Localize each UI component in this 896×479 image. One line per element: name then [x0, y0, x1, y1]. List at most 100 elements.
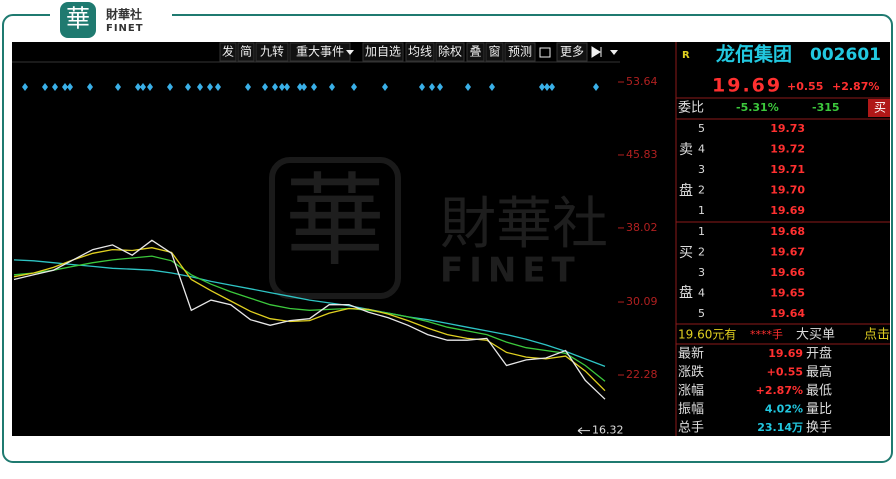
last-price: 19.69 [712, 75, 782, 97]
event-marker[interactable] [245, 83, 251, 91]
logo-en: FINET [106, 23, 144, 34]
event-marker[interactable] [67, 83, 73, 91]
change-pct: +2.87% [832, 80, 879, 93]
buy-button-label[interactable]: 买 [874, 101, 886, 115]
toolbar-button[interactable] [504, 42, 536, 62]
toolbar-button[interactable] [435, 42, 465, 62]
toolbar-button-label[interactable]: 除权 [438, 44, 462, 59]
event-marker[interactable] [465, 83, 471, 91]
buy-level: 5 [698, 307, 705, 320]
play-icon[interactable] [591, 46, 602, 58]
watermark-cn: 財華社 [440, 192, 608, 257]
event-marker[interactable] [140, 83, 146, 91]
event-marker[interactable] [52, 83, 58, 91]
toolbar-button-label[interactable]: 窗 [488, 45, 500, 59]
y-tick-label: 22.28 [626, 368, 658, 381]
logo-cn: 財華社 [105, 7, 142, 22]
event-marker[interactable] [544, 83, 550, 91]
flag: R [682, 50, 690, 61]
stat-label: 涨跌 [678, 364, 704, 380]
event-marker[interactable] [429, 83, 435, 91]
event-marker[interactable] [207, 83, 213, 91]
sell-level: 2 [698, 184, 705, 197]
event-marker[interactable] [185, 83, 191, 91]
stat-value: +2.87% [756, 384, 803, 397]
quote-panel: R 龙佰集团 002601 19.69 +0.55 +2.87% 委比 -5.3… [676, 43, 890, 436]
event-marker[interactable] [549, 83, 555, 91]
sell-level: 3 [698, 163, 705, 176]
big-order-type: 大买单 [796, 328, 835, 343]
big-order-link[interactable]: 点击 [864, 328, 890, 343]
toolbar-button-label[interactable]: 均线 [408, 45, 432, 59]
stat-label: 涨幅 [678, 384, 704, 399]
event-marker[interactable] [311, 83, 317, 91]
event-marker[interactable] [167, 83, 173, 91]
toolbar-button[interactable] [237, 42, 255, 62]
toolbar-button-label[interactable]: 简 [240, 45, 252, 59]
stat-label: 最新 [678, 346, 704, 362]
event-marker[interactable] [301, 83, 307, 91]
lock-icon[interactable] [539, 47, 551, 58]
toolbar-button[interactable] [362, 42, 404, 62]
event-marker[interactable] [272, 83, 278, 91]
sell-price: 19.71 [770, 163, 805, 176]
event-marker[interactable] [215, 83, 221, 91]
stock-name: 龙佰集团 [716, 43, 792, 66]
toolbar-button[interactable] [556, 42, 588, 62]
price-chart: 53.64 45.83 38.02 30.09 22.28 16.32 [13, 75, 658, 437]
toolbar-button-label[interactable]: 叠 [469, 45, 481, 59]
buy-level: 2 [698, 246, 705, 259]
event-marker[interactable] [279, 83, 285, 91]
toolbar-button[interactable] [255, 42, 289, 62]
series-line [13, 239, 606, 400]
stat-label: 最低 [806, 384, 832, 399]
event-marker[interactable] [382, 83, 388, 91]
logo-mark: 華 [66, 5, 90, 33]
event-marker[interactable] [147, 83, 153, 91]
event-marker[interactable] [135, 83, 141, 91]
event-marker[interactable] [351, 83, 357, 91]
ratio-diff: -315 [812, 101, 840, 114]
toolbar-button[interactable] [485, 42, 504, 62]
event-marker[interactable] [87, 83, 93, 91]
toolbar-button-label[interactable]: 预测 [508, 45, 532, 59]
toolbar-button-label[interactable]: 发 [222, 44, 234, 59]
event-marker[interactable] [22, 83, 28, 91]
change: +0.55 [787, 80, 823, 93]
stat-label: 总手 [678, 421, 704, 436]
toolbar-button[interactable] [219, 42, 237, 62]
watermark-en: FINET [440, 251, 581, 291]
toolbar-button-label[interactable]: 加自选 [365, 45, 401, 59]
sell-level: 5 [698, 122, 705, 135]
event-marker[interactable] [593, 83, 599, 91]
big-order-qty: ****手 [750, 327, 783, 341]
dropdown-arrow[interactable] [610, 50, 618, 55]
buy-price: 19.64 [770, 307, 805, 320]
event-marker[interactable] [115, 83, 121, 91]
toolbar-button-label[interactable]: 九转 [260, 44, 284, 59]
stat-value: +0.55 [767, 366, 803, 379]
event-marker[interactable] [419, 83, 425, 91]
stat-label: 最高 [806, 364, 832, 380]
event-marker[interactable] [62, 83, 68, 91]
sell-price: 19.69 [770, 204, 805, 217]
buy-button[interactable] [868, 99, 890, 117]
event-marker[interactable] [489, 83, 495, 91]
y-tick-label: 38.02 [626, 221, 658, 234]
toolbar-button[interactable] [405, 42, 435, 62]
event-marker[interactable] [539, 83, 545, 91]
event-marker[interactable] [437, 83, 443, 91]
event-marker[interactable] [42, 83, 48, 91]
event-marker[interactable] [284, 83, 290, 91]
dropdown-arrow[interactable] [346, 50, 354, 55]
event-marker[interactable] [262, 83, 268, 91]
event-marker[interactable] [297, 83, 303, 91]
toolbar-button-label[interactable]: 重大事件 [296, 45, 344, 59]
event-marker[interactable] [197, 83, 203, 91]
toolbar-button-label[interactable]: 更多 [560, 45, 584, 59]
stat-label: 开盘 [806, 346, 832, 362]
event-marker[interactable] [329, 83, 335, 91]
buy-level: 4 [698, 287, 705, 300]
toolbar-button[interactable] [466, 42, 485, 62]
terminal [12, 42, 890, 436]
